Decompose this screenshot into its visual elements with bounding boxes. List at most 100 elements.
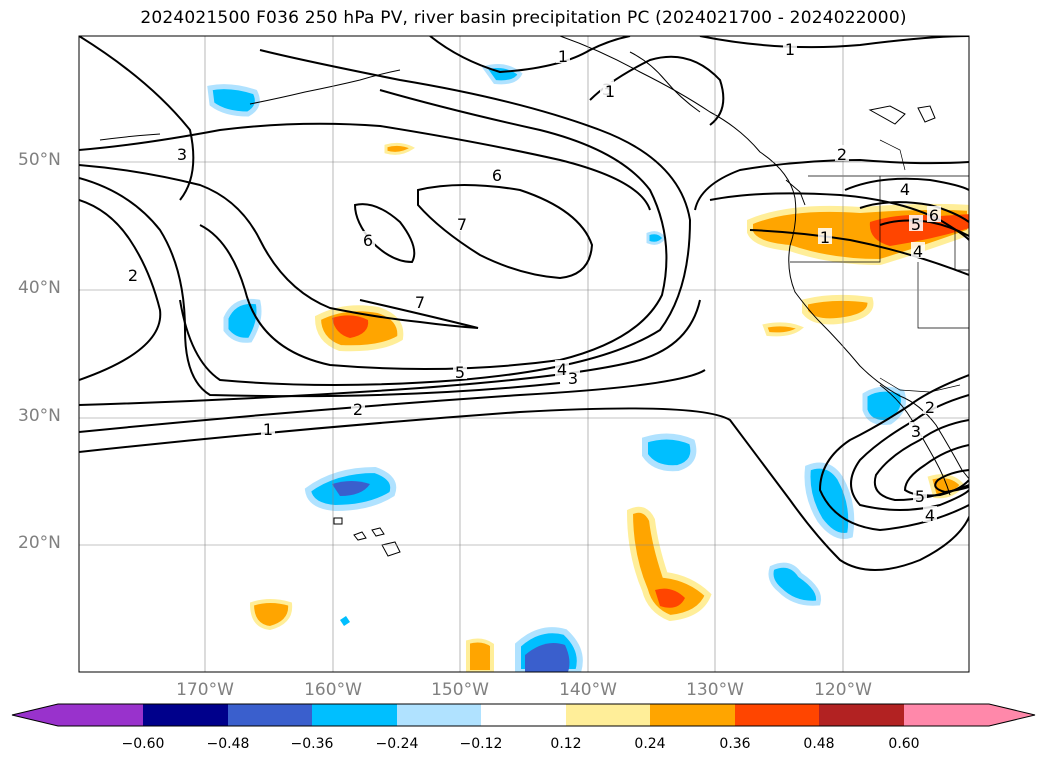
pv-contour xyxy=(699,36,969,49)
colorbar-segment xyxy=(58,704,143,726)
coastlines xyxy=(99,36,969,557)
colorbar-segment xyxy=(228,704,312,726)
contour-label: 7 xyxy=(457,215,467,234)
colorbar-tick: −0.24 xyxy=(375,736,419,752)
contour-label: 1 xyxy=(605,82,615,101)
contour-label-bg xyxy=(913,487,927,503)
contour-label: 5 xyxy=(455,363,465,382)
coastline xyxy=(333,517,343,525)
colorbar-segment xyxy=(143,704,228,726)
contour-label-bg xyxy=(556,47,570,63)
colorbar-arrow-left xyxy=(12,704,58,726)
precip-patch xyxy=(626,506,712,622)
colorbar-tick: 0.48 xyxy=(803,736,835,752)
pv-contour xyxy=(79,36,195,201)
contour-label: 2 xyxy=(925,398,935,417)
contour-label-bg xyxy=(566,369,580,385)
contour-label: 4 xyxy=(557,360,567,379)
colorbar-tick: 0.24 xyxy=(634,736,666,752)
precip-patch xyxy=(207,84,260,117)
colorbar-segment xyxy=(566,704,650,726)
pv-contour xyxy=(844,177,969,191)
contour-label: 4 xyxy=(900,180,910,199)
coastline xyxy=(559,36,969,480)
contour-label: 7 xyxy=(415,293,425,312)
contour-label-bg xyxy=(555,360,569,376)
pv-contour xyxy=(79,199,162,381)
contour-label: 3 xyxy=(911,422,921,441)
lat-label-30n: 30°N xyxy=(18,406,61,426)
contour-label: 1 xyxy=(820,228,830,247)
pv-contour xyxy=(79,299,701,406)
contour-label-bg xyxy=(909,422,923,438)
precip-fills xyxy=(207,64,969,672)
pv-contour xyxy=(79,164,479,329)
contour-label: 4 xyxy=(913,242,923,261)
precip-patch xyxy=(768,562,822,606)
pv-contour xyxy=(859,201,969,223)
pv-contour xyxy=(79,122,651,211)
colorbar-segment xyxy=(904,704,989,726)
colorbar-tick: −0.48 xyxy=(206,736,250,752)
coastline xyxy=(785,179,806,206)
precip-patch xyxy=(655,588,685,608)
colorbar xyxy=(11,703,1036,727)
precip-patch xyxy=(332,315,369,338)
contour-label: 2 xyxy=(353,400,363,419)
colorbar-segment xyxy=(397,704,481,726)
pv-contour xyxy=(179,49,692,386)
coastline xyxy=(353,531,367,541)
pv-contour xyxy=(694,158,969,211)
pv-contour xyxy=(850,394,969,511)
contour-label: 6 xyxy=(492,166,502,185)
contour-label: 5 xyxy=(915,487,925,506)
precip-patch xyxy=(525,642,570,672)
precip-patch xyxy=(340,616,350,626)
lon-label-140w: 140°W xyxy=(559,680,617,700)
pv-contour xyxy=(79,369,706,433)
contour-label: 5 xyxy=(911,215,921,234)
map-area: 1112233456776245612345431 xyxy=(79,36,969,672)
contour-label-bg xyxy=(923,398,937,414)
pv-contour xyxy=(818,374,969,532)
colorbar-segment xyxy=(735,704,819,726)
contour-label-bg xyxy=(455,215,469,231)
lon-label-170w: 170°W xyxy=(176,680,234,700)
border-line xyxy=(879,377,961,393)
pv-contour xyxy=(429,36,631,74)
lat-label-40n: 40°N xyxy=(18,278,61,298)
lon-label-130w: 130°W xyxy=(686,680,744,700)
pv-contour xyxy=(749,229,969,276)
lon-label-120w: 120°W xyxy=(814,680,872,700)
contour-label-bg xyxy=(261,420,275,436)
colorbar-tick: −0.12 xyxy=(459,736,503,752)
contour-label-bg xyxy=(603,82,617,98)
coastline xyxy=(917,105,936,123)
contour-label-bg xyxy=(126,266,140,282)
precip-patch xyxy=(646,231,666,245)
contour-label-bg xyxy=(909,215,923,231)
precip-patch xyxy=(762,322,804,337)
colorbar-segment xyxy=(819,704,904,726)
colorbar-segment xyxy=(650,704,735,726)
contour-label: 3 xyxy=(568,369,578,388)
contour-label-bg xyxy=(361,231,375,247)
colorbar-tick: −0.60 xyxy=(121,736,165,752)
contour-label-bg xyxy=(413,293,427,309)
border-line xyxy=(790,176,881,263)
contour-label-bg xyxy=(351,400,365,416)
precip-patch xyxy=(802,294,874,325)
pv-contour xyxy=(79,407,969,571)
contour-label: 2 xyxy=(128,266,138,285)
contour-label: 1 xyxy=(558,47,568,66)
coastline xyxy=(249,69,401,105)
contour-labels: 1112233456776245612345431 xyxy=(126,40,941,525)
pv-contour xyxy=(934,469,969,494)
contour-label-bg xyxy=(818,228,832,244)
precip-patch xyxy=(249,599,293,631)
lon-label-150w: 150°W xyxy=(431,680,489,700)
map-frame xyxy=(78,35,970,673)
contour-label-bg xyxy=(911,242,925,258)
contour-label: 2 xyxy=(837,145,847,164)
precip-patch xyxy=(223,298,262,343)
